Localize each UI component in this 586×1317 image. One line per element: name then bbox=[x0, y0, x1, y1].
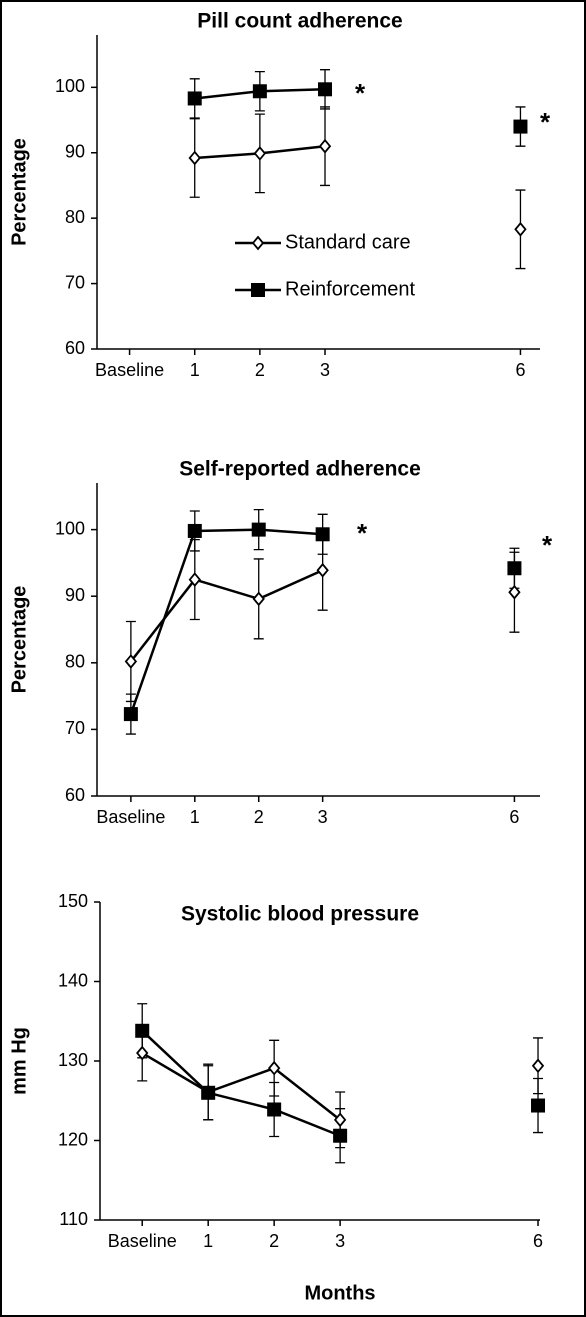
marker-square bbox=[187, 91, 202, 106]
significance-star: * bbox=[355, 78, 366, 108]
marker-square bbox=[531, 1098, 546, 1113]
significance-star: * bbox=[540, 107, 551, 137]
marker-diamond bbox=[531, 1058, 545, 1074]
marker-square bbox=[315, 527, 330, 542]
chart-title: Pill count adherence bbox=[197, 10, 402, 33]
significance-star: * bbox=[357, 518, 368, 548]
significance-star: * bbox=[542, 530, 553, 560]
y-tick-label: 140 bbox=[58, 970, 88, 990]
marker-square bbox=[252, 84, 267, 99]
x-tick-label: 6 bbox=[533, 1231, 543, 1251]
series-line bbox=[141, 1029, 341, 1137]
marker-diamond bbox=[267, 1060, 281, 1076]
y-tick-label: 100 bbox=[55, 518, 85, 538]
marker-diamond bbox=[253, 145, 267, 161]
x-axis-label: Months bbox=[304, 1282, 375, 1304]
marker-square bbox=[201, 1085, 216, 1100]
x-tick-label: 2 bbox=[269, 1231, 279, 1251]
x-tick-label: 1 bbox=[190, 360, 200, 380]
legend-label: Reinforcement bbox=[285, 278, 416, 300]
legend-marker bbox=[251, 235, 265, 251]
legend-label: Standard care bbox=[285, 231, 411, 253]
y-tick-label: 60 bbox=[65, 338, 85, 358]
x-tick-label: Baseline bbox=[96, 807, 165, 827]
marker-diamond bbox=[188, 572, 201, 587]
marker-diamond bbox=[318, 138, 332, 154]
marker-square bbox=[318, 82, 333, 97]
y-tick-label: 70 bbox=[65, 272, 85, 292]
marker-square bbox=[333, 1128, 348, 1143]
x-tick-label: 3 bbox=[320, 360, 330, 380]
marker-diamond bbox=[333, 1112, 347, 1128]
legend-marker bbox=[251, 283, 265, 297]
y-axis-label: Percentage bbox=[8, 138, 30, 246]
x-tick-label: Baseline bbox=[108, 1231, 177, 1251]
x-tick-label: 1 bbox=[190, 807, 200, 827]
x-tick-label: 1 bbox=[203, 1231, 213, 1251]
marker-diamond bbox=[508, 584, 521, 600]
y-tick-label: 130 bbox=[58, 1050, 88, 1070]
series-line bbox=[129, 528, 323, 715]
y-axis-label: mm Hg bbox=[8, 1027, 30, 1095]
marker-square bbox=[187, 523, 202, 538]
marker-diamond bbox=[188, 150, 201, 166]
marker-square bbox=[267, 1102, 282, 1117]
y-tick-label: 120 bbox=[58, 1129, 88, 1149]
marker-square bbox=[507, 561, 522, 576]
marker-square bbox=[123, 707, 138, 722]
x-tick-label: 3 bbox=[318, 807, 328, 827]
x-tick-label: 2 bbox=[254, 807, 264, 827]
y-tick-label: 110 bbox=[59, 1209, 88, 1229]
y-tick-label: 80 bbox=[65, 652, 85, 672]
marker-diamond bbox=[136, 1045, 149, 1061]
marker-square bbox=[251, 522, 266, 537]
series-line bbox=[141, 1051, 341, 1121]
marker-diamond bbox=[514, 221, 527, 237]
x-tick-label: 6 bbox=[509, 807, 519, 827]
y-axis-label: Percentage bbox=[8, 586, 30, 694]
x-tick-label: 2 bbox=[255, 360, 265, 380]
y-tick-label: 150 bbox=[58, 891, 88, 911]
x-tick-label: 3 bbox=[335, 1231, 345, 1251]
y-tick-label: 90 bbox=[65, 142, 85, 162]
x-tick-label: Baseline bbox=[95, 360, 164, 380]
y-tick-label: 80 bbox=[65, 207, 85, 227]
marker-diamond bbox=[252, 591, 265, 607]
marker-diamond bbox=[124, 654, 138, 669]
y-tick-label: 70 bbox=[65, 718, 85, 738]
chart-title: Systolic blood pressure bbox=[181, 903, 419, 926]
x-tick-label: 6 bbox=[515, 360, 525, 380]
y-tick-label: 90 bbox=[65, 585, 85, 605]
y-tick-label: 60 bbox=[65, 785, 85, 805]
marker-square bbox=[513, 119, 528, 134]
chart-title: Self-reported adherence bbox=[179, 458, 421, 481]
marker-diamond bbox=[316, 562, 329, 578]
y-tick-label: 100 bbox=[55, 76, 85, 96]
marker-square bbox=[135, 1023, 150, 1038]
